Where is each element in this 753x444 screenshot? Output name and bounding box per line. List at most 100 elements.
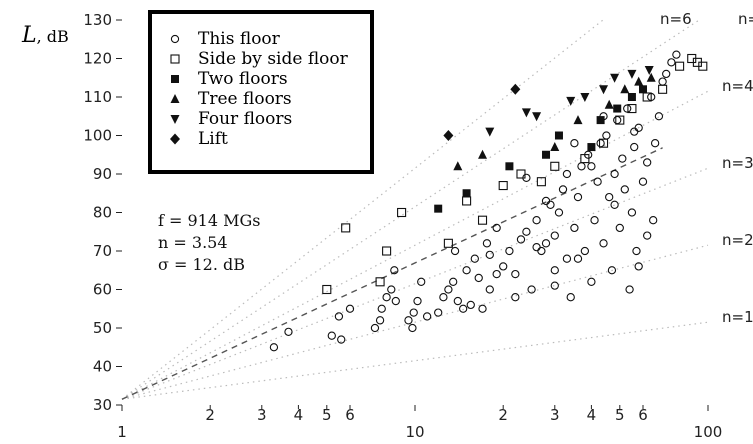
reference-label-n6: n=6	[660, 10, 692, 28]
tree-floors-point	[646, 72, 656, 82]
four-floors-point	[580, 93, 590, 102]
side-by-side-floor-point	[443, 238, 453, 248]
this-floor-point	[546, 200, 555, 209]
this-floor-point	[623, 104, 632, 113]
this-floor-point	[370, 323, 380, 333]
this-floor-point	[439, 293, 448, 302]
side-by-side-floor-point	[375, 277, 385, 287]
x-minor-tick-label: 2	[205, 406, 215, 424]
this-floor-point	[599, 239, 608, 248]
this-floor-point	[390, 266, 399, 275]
this-floor-point	[672, 50, 681, 59]
two-floors-point	[596, 116, 605, 125]
this-floor-point	[492, 269, 501, 279]
this-floor-point	[334, 312, 344, 321]
reference-line-n4	[121, 90, 709, 400]
this-floor-point	[511, 269, 520, 279]
this-floor-point	[632, 246, 641, 256]
this-floor-point	[541, 239, 551, 248]
legend-marker	[170, 54, 180, 64]
this-floor-point	[459, 304, 468, 313]
tree-floors-point	[620, 84, 630, 94]
this-floor-point	[615, 223, 624, 233]
this-floor-point	[562, 169, 572, 179]
this-floor-point	[417, 277, 426, 286]
this-floor-point	[573, 192, 583, 202]
side-by-side-floor-point	[477, 215, 488, 225]
x-tick-label: 1	[117, 423, 127, 441]
reference-label-n5: n=5	[738, 10, 753, 28]
legend-label: This floor	[198, 29, 281, 49]
this-floor-point	[638, 177, 648, 186]
lift-point	[510, 83, 521, 95]
this-floor-point	[453, 296, 462, 306]
y-tick-label: 120	[83, 50, 112, 68]
this-floor-point	[541, 196, 551, 206]
two-floors-point	[638, 85, 647, 94]
this-floor-point	[466, 300, 475, 310]
x-tick-label: 10	[405, 423, 424, 441]
tree-floors-point	[604, 99, 614, 109]
two-floors-point	[434, 204, 443, 213]
this-floor-point	[492, 223, 501, 233]
x-minor-tick-label: 3	[550, 406, 560, 424]
side-by-side-floor-point	[627, 104, 637, 114]
reference-label-n3: n=3	[722, 154, 753, 172]
y-axis-label-main: L	[21, 23, 37, 48]
four-floors-point	[644, 66, 654, 76]
this-floor-point	[550, 266, 559, 275]
this-floor-point	[550, 231, 559, 240]
this-floor-point	[422, 312, 432, 321]
legend-marker	[170, 94, 180, 103]
this-floor-point	[587, 162, 596, 171]
x-minor-tick-label: 4	[587, 406, 597, 424]
this-floor-point	[377, 304, 386, 313]
this-floor-point	[485, 250, 494, 259]
reference-label-n2: n=2	[722, 231, 753, 249]
side-by-side-floor-point	[658, 84, 668, 94]
this-floor-point	[562, 254, 572, 263]
this-floor-point	[444, 285, 453, 294]
side-by-side-floor-point	[341, 223, 351, 233]
this-floor-point	[511, 293, 520, 302]
x-minor-tick-label: 6	[345, 406, 355, 424]
this-floor-point	[596, 139, 605, 148]
this-floor-point	[345, 304, 355, 313]
legend-box	[148, 10, 374, 174]
y-tick-label: 40	[93, 358, 112, 376]
side-by-side-floor-point	[462, 196, 472, 206]
this-floor-point	[532, 242, 541, 252]
this-floor-point	[590, 216, 599, 225]
this-floor-point	[408, 323, 417, 333]
this-floor-point	[474, 273, 483, 283]
fit-annotation: f = 914 MGs n = 3.54 σ = 12. dB	[158, 211, 261, 274]
legend-label: Tree floors	[198, 89, 292, 109]
this-floor-point	[627, 208, 637, 217]
two-floors-point	[505, 162, 514, 171]
fit-annotation-line: f = 914 MGs	[158, 211, 261, 230]
side-by-side-floor-point	[536, 177, 546, 187]
this-floor-point	[537, 246, 546, 256]
this-floor-point	[284, 327, 293, 336]
this-floor-point	[580, 246, 590, 256]
this-floor-point	[499, 262, 508, 271]
this-floor-point	[610, 200, 619, 209]
y-tick-label: 80	[93, 204, 112, 222]
this-floor-point	[391, 296, 400, 306]
four-floors-point	[610, 73, 620, 83]
this-floor-point	[605, 192, 614, 202]
side-by-side-floor-point	[322, 284, 332, 295]
y-tick-label: 100	[83, 127, 112, 145]
tree-floors-point	[453, 161, 463, 171]
four-floors-point	[532, 112, 542, 122]
this-floor-point	[482, 239, 492, 248]
side-by-side-floor-point	[698, 61, 708, 71]
side-by-side-floor-point	[516, 169, 526, 179]
four-floors-point	[485, 127, 495, 137]
four-floors-point	[627, 69, 637, 79]
this-floor-point	[478, 304, 487, 313]
y-tick-label: 70	[93, 242, 112, 260]
data-points	[269, 50, 708, 352]
